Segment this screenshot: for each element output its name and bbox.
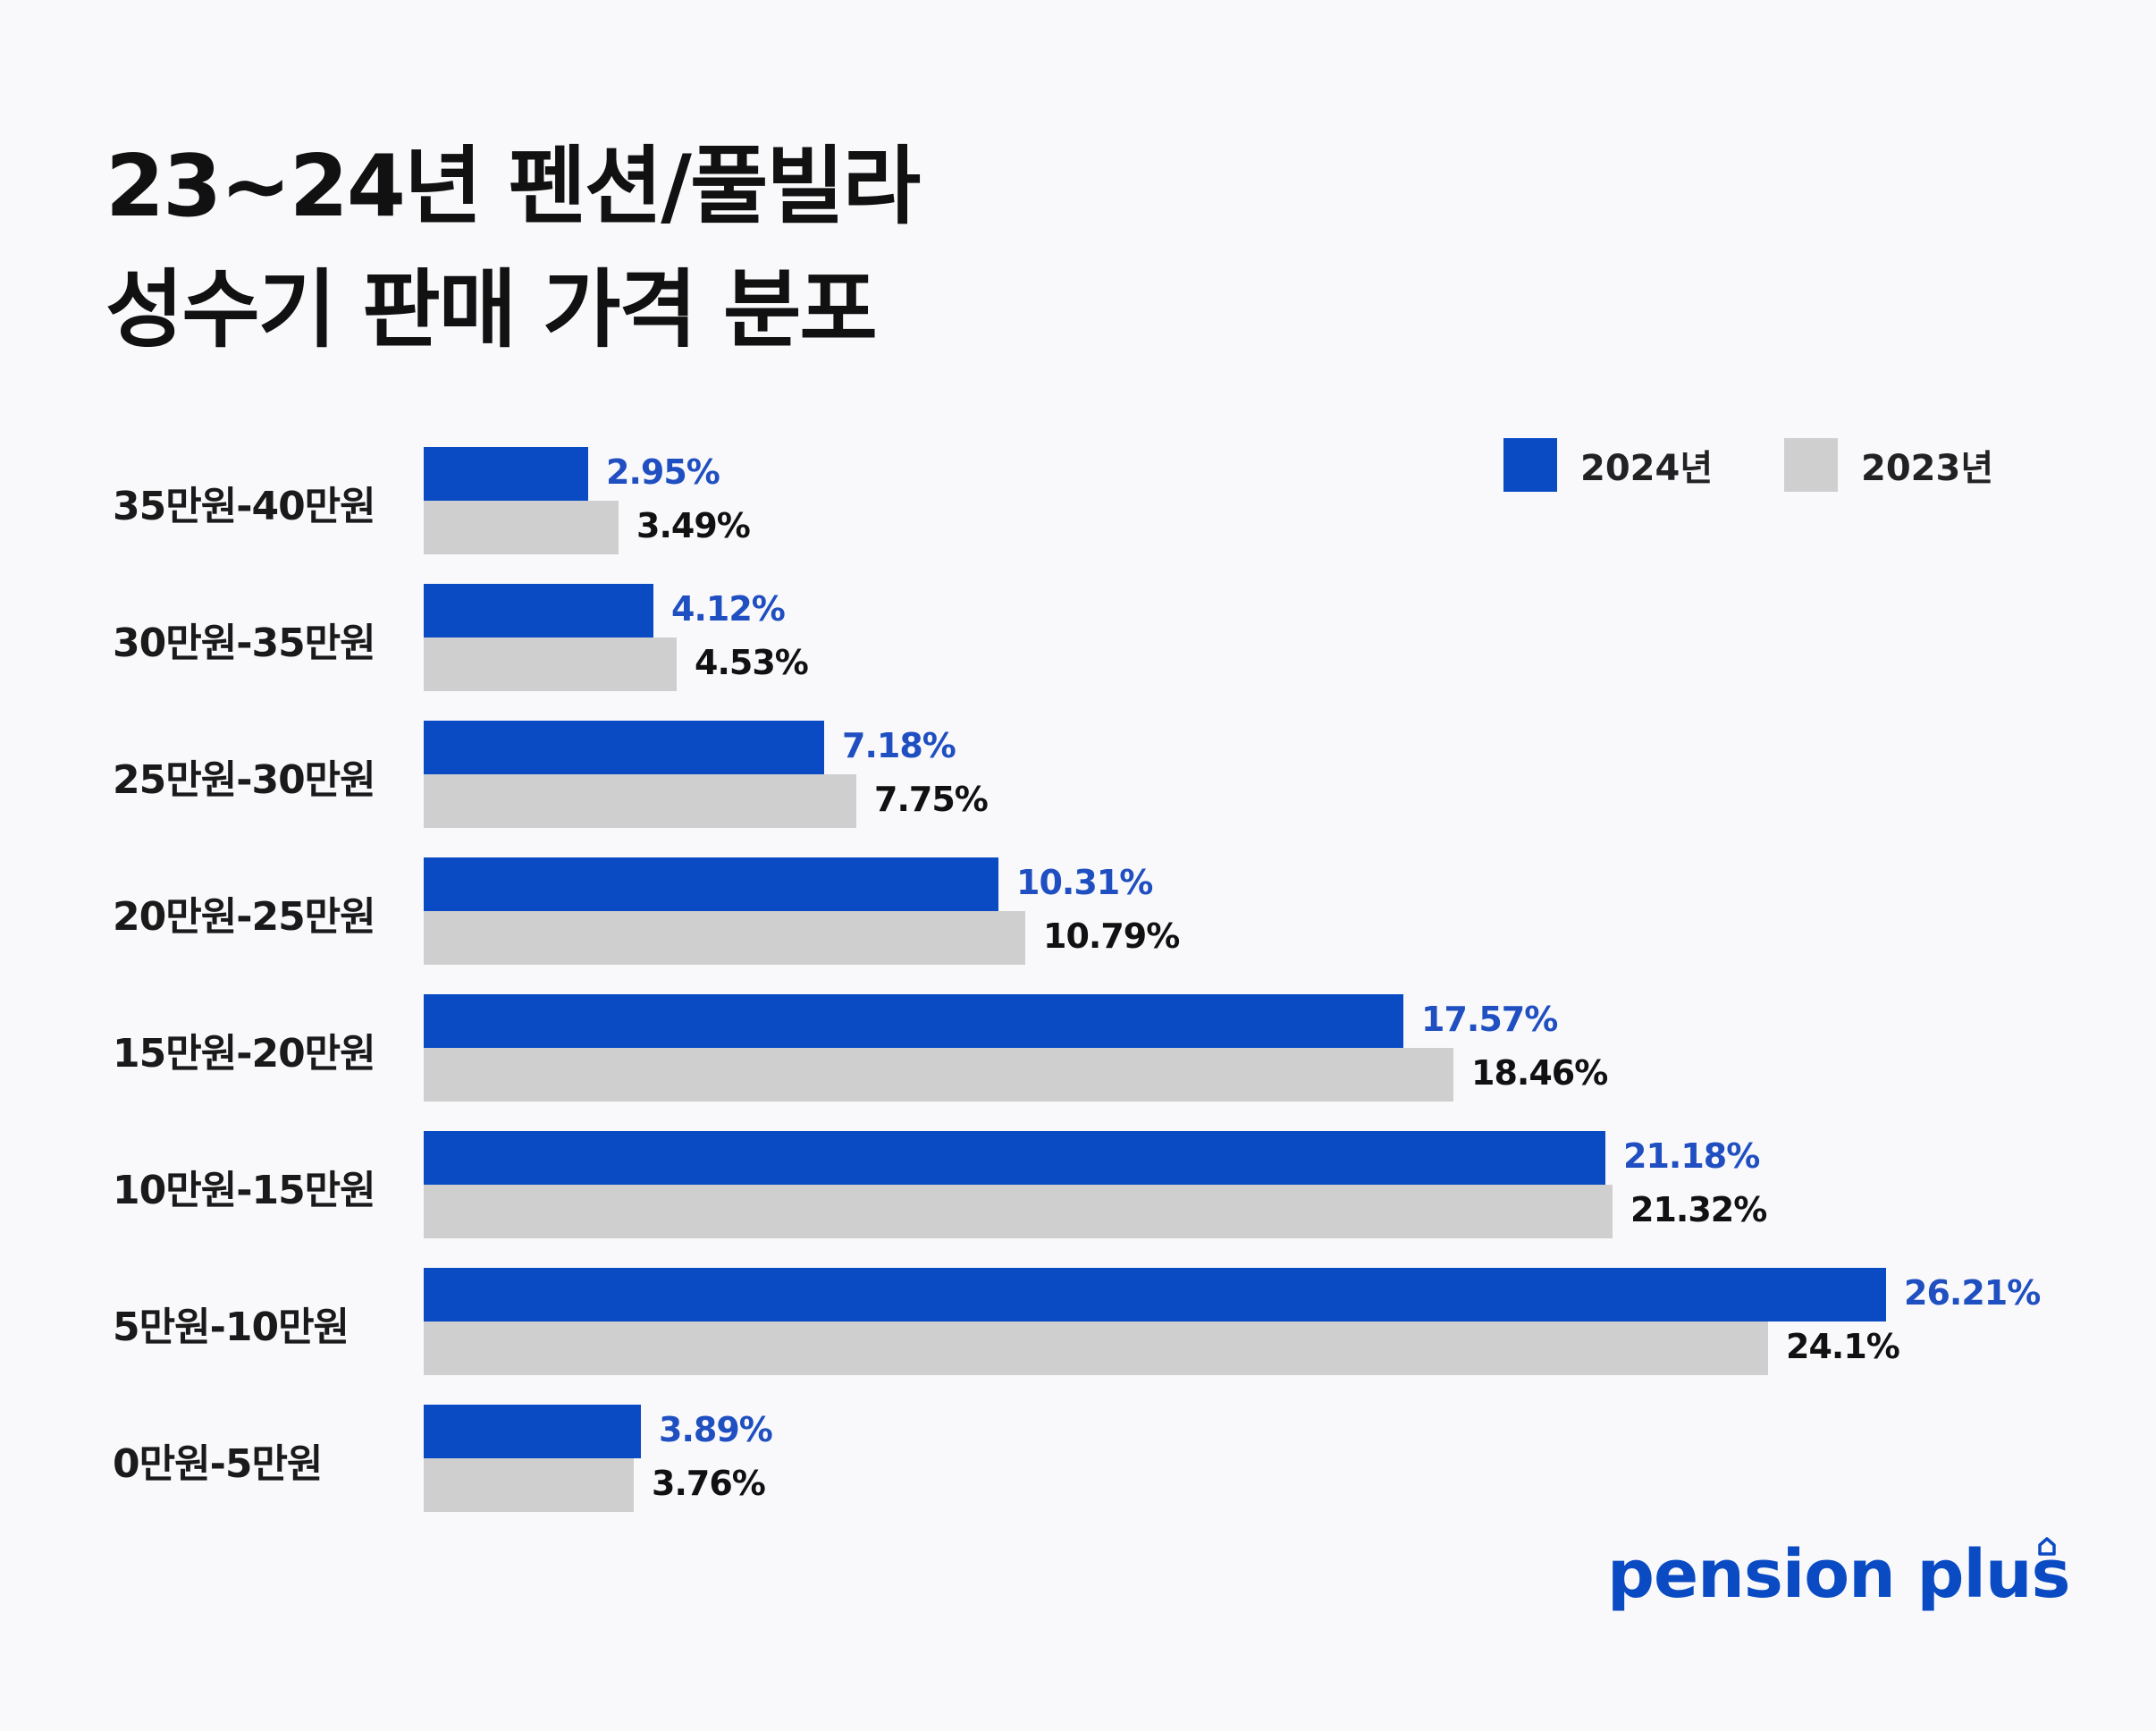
data-label-2023: 24.1%	[1786, 1327, 1900, 1366]
category-label: 30만원-35만원	[113, 621, 376, 666]
category-label: 35만원-40만원	[113, 484, 376, 529]
legend-swatch-2024	[1503, 438, 1557, 492]
legend-item-2024: 2024년	[1503, 436, 1713, 494]
data-label-2023: 10.79%	[1043, 916, 1180, 956]
data-label-2024: 4.12%	[671, 589, 786, 629]
data-label-2023: 18.46%	[1471, 1053, 1608, 1093]
legend-label-2024: 2024년	[1580, 448, 1714, 489]
category-label: 0만원-5만원	[113, 1441, 323, 1487]
bar-2023	[424, 1458, 634, 1512]
bar-2023	[424, 1321, 1768, 1375]
data-label-2024: 21.18%	[1623, 1136, 1760, 1176]
data-label-2023: 3.49%	[636, 506, 751, 545]
brand-logo: pension plus	[1607, 1536, 2071, 1613]
data-label-2023: 21.32%	[1630, 1190, 1767, 1229]
data-label-2024: 7.18%	[842, 726, 956, 765]
category-label: 5만원-10만원	[113, 1305, 350, 1350]
category-label: 20만원-25만원	[113, 894, 376, 940]
bar-2024	[424, 584, 653, 638]
category-label: 15만원-20만원	[113, 1031, 376, 1077]
data-label-2024: 17.57%	[1421, 1000, 1558, 1039]
data-label-2024: 2.95%	[606, 452, 720, 492]
category-label: 10만원-15만원	[113, 1168, 376, 1213]
bar-2024	[424, 1405, 641, 1458]
bar-2024	[424, 994, 1403, 1048]
bar-2024	[424, 447, 588, 501]
bar-2023	[424, 1185, 1613, 1238]
data-label-2024: 10.31%	[1016, 863, 1153, 902]
chart-title: 23~24년 펜션/풀빌라 성수기 판매 가격 분포	[105, 125, 921, 372]
bar-2023	[424, 1048, 1453, 1102]
bar-2023	[424, 638, 677, 691]
bar-2024	[424, 721, 824, 774]
data-label-2024: 3.89%	[659, 1410, 773, 1449]
bar-2023	[424, 501, 619, 554]
bar-2023	[424, 911, 1025, 965]
data-label-2024: 26.21%	[1904, 1273, 2041, 1313]
chart-title-line-1: 23~24년 펜션/풀빌라	[105, 138, 921, 236]
legend-label-2023: 2023년	[1861, 448, 1994, 489]
bar-2024	[424, 1131, 1605, 1185]
legend-swatch-2023	[1784, 438, 1838, 492]
bar-2023	[424, 774, 856, 828]
bar-2024	[424, 1268, 1886, 1321]
data-label-2023: 4.53%	[695, 643, 809, 682]
legend-item-2023: 2023년	[1784, 436, 1993, 494]
data-label-2023: 3.76%	[652, 1464, 766, 1503]
bar-2024	[424, 857, 998, 911]
chart-title-line-2: 성수기 판매 가격 분포	[105, 261, 878, 359]
data-label-2023: 7.75%	[874, 780, 989, 819]
house-icon	[2038, 1537, 2056, 1556]
category-label: 25만원-30만원	[113, 757, 376, 803]
